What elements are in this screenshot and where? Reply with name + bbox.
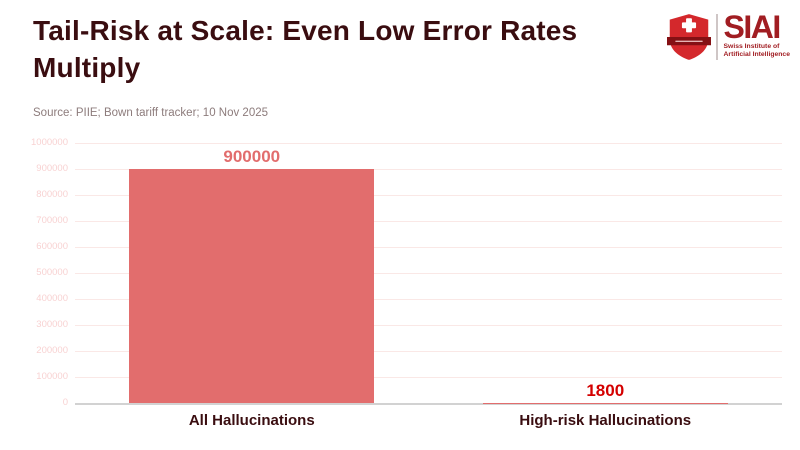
gridline [75,195,782,196]
x-axis-category-label: High-risk Hallucinations [519,412,692,429]
page-title: Tail-Risk at Scale: Even Low Error Rates… [33,15,578,83]
x-axis-line [75,403,782,405]
shield-banner [666,37,711,46]
gridline [75,351,782,352]
logo-divider [715,14,718,60]
gridline [75,377,782,378]
bar-2 [482,402,728,403]
y-axis-tick-label: 0 [62,397,68,408]
gridline [75,325,782,326]
y-axis-tick-label: 500000 [36,267,68,278]
y-axis-tick-label: 700000 [36,215,68,226]
y-axis-tick-label: 600000 [36,241,68,252]
siai-logo: SIAI Swiss Institute of Artificial Intel… [666,9,790,61]
logo-textblock: SIAI Swiss Institute of Artificial Intel… [723,9,790,59]
y-axis-tick-label: 1000000 [31,137,68,148]
logo-tagline: Swiss Institute of Artificial Intelligen… [724,43,790,59]
y-axis-tick-label: 200000 [36,345,68,356]
y-axis-tick-label: 100000 [36,371,68,382]
gridline [75,273,782,274]
bar-value-label: 900000 [223,147,281,166]
y-axis-tick-label: 300000 [36,319,68,330]
siai-shield-icon [666,14,711,60]
bar-value-label: 1800 [586,380,625,400]
gridline [75,247,782,248]
y-axis-tick-label: 900000 [36,163,68,174]
gridline [75,169,782,170]
x-axis-category-label: All Hallucinations [188,412,315,429]
logo-tagline-line1: Swiss Institute of [723,43,780,51]
gridline [75,299,782,300]
gridline [75,143,782,144]
swiss-cross-icon [681,18,696,33]
gridline [75,221,782,222]
y-axis-tick-label: 400000 [36,293,68,304]
bar-1 [129,169,375,403]
y-axis-tick-label: 800000 [36,189,68,200]
logo-tagline-line2: Artificial Intelligence [723,51,790,59]
source-note: Source: PIIE; Bown tariff tracker; 10 No… [33,107,269,119]
logo-abbr: SIAI [723,9,782,45]
